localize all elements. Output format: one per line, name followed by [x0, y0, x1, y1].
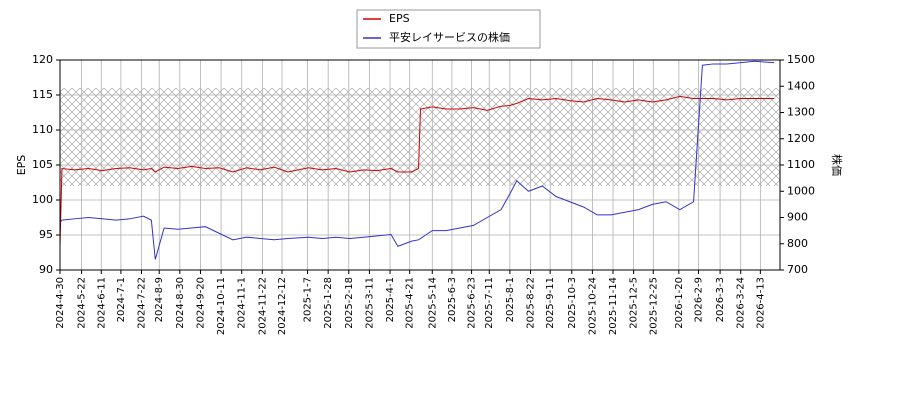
legend-box [356, 9, 541, 49]
y2-tick-label: 900 [787, 211, 808, 224]
x-tick-label: 2025-8-22 [526, 277, 537, 329]
x-tick-label: 2024-8-9 [154, 277, 165, 322]
y-tick-label: 105 [32, 158, 53, 171]
y2-axis-label: 株価 [830, 154, 844, 176]
x-tick-label: 2024-11-22 [257, 277, 268, 335]
y2-tick-label: 1200 [787, 132, 815, 145]
x-tick-label: 2025-5-14 [427, 277, 438, 329]
x-tick-label: 2025-2-18 [344, 277, 355, 329]
x-tick-label: 2025-12-5 [629, 277, 640, 329]
x-tick-label: 2025-4-21 [405, 277, 416, 329]
x-tick-label: 2026-3-24 [736, 277, 747, 329]
x-tick-label: 2024-6-11 [96, 277, 107, 329]
legend-label: 平安レイサービスの株価 [389, 30, 510, 44]
legend-label: EPS [389, 12, 410, 25]
x-tick-label: 2025-6-3 [447, 277, 458, 322]
x-tick-label: 2025-10-3 [567, 277, 578, 329]
x-tick-label: 2024-11-1 [237, 277, 248, 329]
x-tick-label: 2025-1-28 [323, 277, 334, 329]
series-line [59, 60, 775, 260]
y-tick-label: 115 [32, 88, 53, 101]
y-tick-label: 100 [32, 193, 53, 206]
x-tick-label: 2024-9-20 [195, 277, 206, 329]
y-tick-label: 95 [39, 228, 53, 241]
legend: EPS 平安レイサービスの株価 [356, 9, 541, 49]
y2-tick-label: 1100 [787, 158, 815, 171]
y2-tick-label: 1400 [787, 79, 815, 92]
y2-tick-label: 1500 [787, 53, 815, 66]
x-tick-label: 2025-9-11 [545, 277, 556, 329]
x-tick-label: 2026-4-13 [755, 277, 766, 329]
x-tick-label: 2025-4-1 [385, 277, 396, 322]
x-tick-label: 2026-1-20 [674, 277, 685, 329]
x-tick-label: 2026-2-9 [693, 277, 704, 322]
x-tick-label: 2026-3-3 [715, 277, 726, 322]
x-tick-label: 2024-5-22 [77, 277, 88, 329]
x-tick-label: 2025-12-25 [648, 277, 659, 335]
y2-tick-label: 1000 [787, 184, 815, 197]
x-tick-label: 2025-8-1 [505, 277, 516, 322]
x-tick-label: 2024-4-30 [55, 277, 66, 329]
x-tick-label: 2025-1-7 [303, 277, 314, 322]
x-tick-label: 2025-6-23 [467, 277, 478, 329]
x-tick-label: 2025-7-11 [484, 277, 495, 329]
y2-tick-label: 1300 [787, 106, 815, 119]
y2-tick-label: 700 [787, 263, 808, 276]
x-tick-label: 2024-7-22 [137, 277, 148, 329]
y-tick-label: 110 [32, 123, 53, 136]
y-tick-label: 120 [32, 53, 53, 66]
y2-tick-label: 800 [787, 237, 808, 250]
x-tick-label: 2024-12-12 [277, 277, 288, 335]
y-tick-label: 90 [39, 263, 53, 276]
y-axis-label: EPS [15, 155, 28, 176]
x-tick-label: 2025-11-14 [608, 277, 619, 335]
x-tick-label: 2025-3-11 [364, 277, 375, 329]
x-tick-label: 2024-10-11 [216, 277, 227, 335]
series-line [59, 95, 775, 246]
plot-frame [59, 59, 781, 271]
x-tick-label: 2024-7-1 [116, 277, 127, 322]
x-tick-label: 2025-10-24 [587, 277, 598, 335]
x-tick-label: 2024-8-30 [175, 277, 186, 329]
